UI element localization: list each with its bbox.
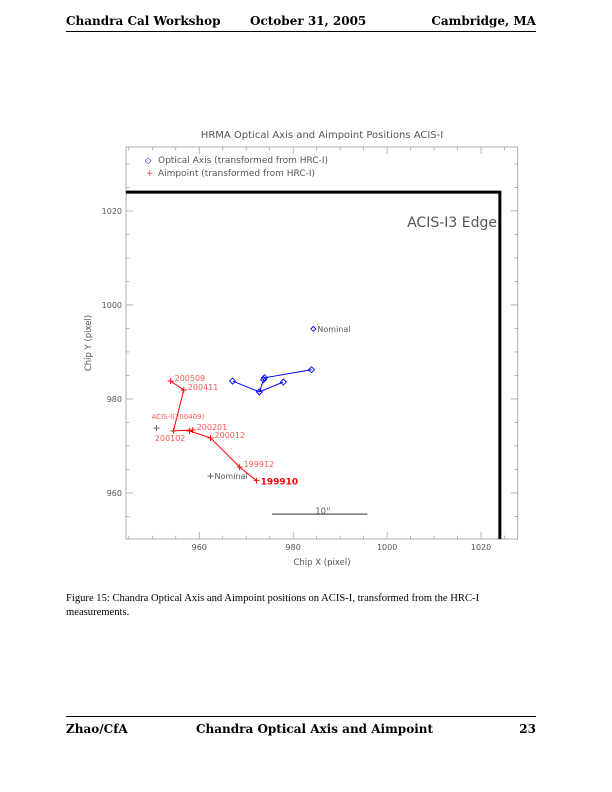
header-center: October 31, 2005 — [250, 14, 367, 28]
aimpoint-point — [170, 427, 177, 434]
footer-rule — [66, 716, 536, 717]
aimpoint-point — [253, 477, 260, 484]
aimpoint-acis-label: ACIS-I(200409) — [152, 413, 205, 421]
header-rule — [66, 31, 536, 32]
y-axis-label: Chip Y (pixel) — [84, 315, 94, 371]
plot-frame — [125, 146, 519, 540]
optical-axis-point — [260, 374, 269, 382]
scale-bar-label: 10'' — [315, 507, 331, 517]
y-tick-label: 1000 — [102, 301, 122, 310]
aimpoint-point — [186, 427, 193, 434]
optical-axis-nominal-label: Nominal — [317, 325, 350, 334]
optical-axis-nominal-point — [310, 325, 317, 333]
x-axis-label: Chip X (pixel) — [293, 558, 350, 568]
x-tick-label: 1020 — [471, 543, 491, 552]
aimpoint-point — [189, 426, 196, 433]
aimpoint-nominal-point — [207, 473, 214, 480]
aimpoint-label: 199912 — [244, 460, 275, 469]
footer-right: 23 — [519, 722, 536, 736]
y-tick-label: 980 — [107, 395, 122, 404]
aimpoint-line — [170, 380, 257, 482]
legend-label-aimpoint: Aimpoint (transformed from HRC-I) — [158, 169, 315, 179]
header-left: Chandra Cal Workshop — [66, 14, 221, 28]
aimpoint-point — [167, 378, 174, 385]
aimpoint-point — [236, 464, 243, 471]
acis-i3-edge-line — [126, 190, 502, 539]
aimpoint-point — [207, 434, 214, 441]
aimpoint-label: 200411 — [188, 383, 219, 392]
x-tick-label: 1000 — [377, 543, 397, 552]
optical-axis-line — [232, 369, 312, 393]
y-tick-label: 1020 — [102, 207, 122, 216]
optical-axis-point — [259, 376, 268, 384]
edge-label: ACIS-I3 Edge — [407, 215, 497, 231]
aimpoint-label: 200102 — [155, 434, 186, 443]
aimpoint-label: 199910 — [261, 478, 299, 488]
footer-left: Zhao/CfA — [66, 722, 128, 736]
aimpoint-label: 200201 — [197, 423, 228, 432]
x-tick-label: 960 — [192, 543, 207, 552]
header-right: Cambridge, MA — [431, 14, 536, 28]
optical-axis-point — [228, 377, 237, 385]
aimpoint-label: 200012 — [215, 431, 246, 440]
aimpoint-acis-point — [153, 425, 160, 432]
footer-center: Chandra Optical Axis and Aimpoint — [196, 722, 434, 736]
optical-axis-point — [307, 366, 316, 374]
optical-axis-point — [255, 388, 264, 396]
optical-axis-point — [279, 378, 287, 386]
aimpoint-point — [180, 387, 187, 394]
aimpoint-label: 200509 — [175, 374, 206, 383]
legend-symbol-aimpoint: + — [146, 169, 154, 179]
x-tick-label: 980 — [286, 543, 301, 552]
aimpoint-nominal-label: Nominal — [215, 472, 248, 481]
legend-symbol-optical: ◇ — [145, 156, 152, 166]
chart-title: HRMA Optical Axis and Aimpoint Positions… — [201, 130, 443, 141]
legend-label-optical: Optical Axis (transformed from HRC-I) — [158, 156, 328, 166]
y-tick-label: 960 — [107, 489, 122, 498]
figure-caption: Figure 15: Chandra Optical Axis and Aimp… — [66, 593, 480, 618]
